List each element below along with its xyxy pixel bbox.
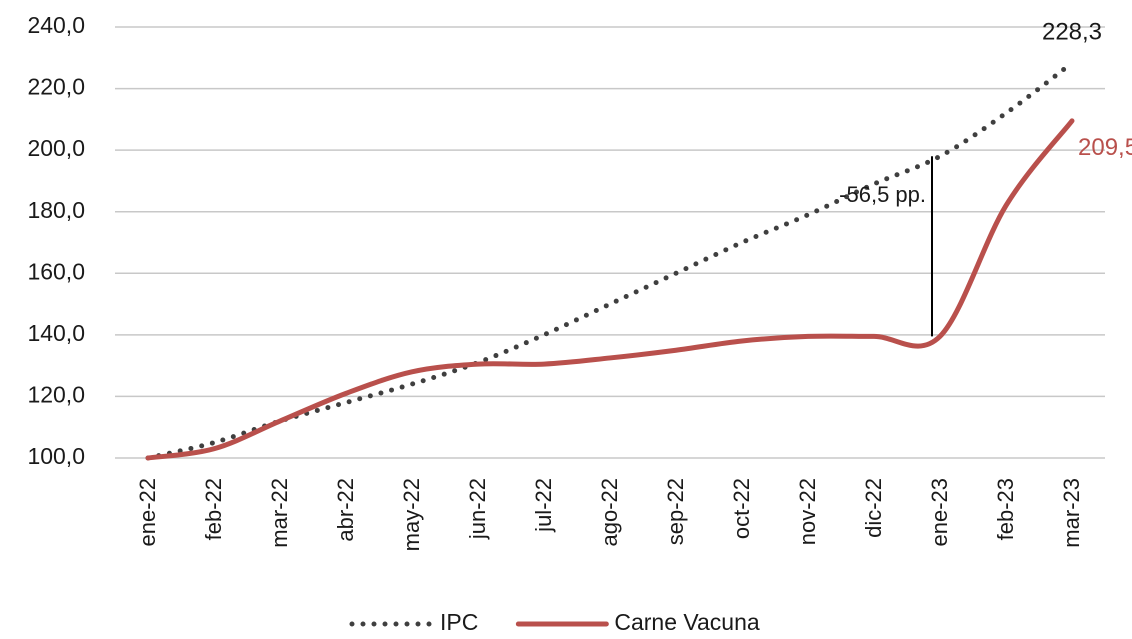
x-tick-label: nov-22 bbox=[795, 478, 820, 545]
x-tick-label: jun-22 bbox=[465, 478, 490, 540]
x-tick-label: feb-22 bbox=[201, 478, 226, 540]
y-tick-label: 120,0 bbox=[27, 382, 85, 408]
x-tick-label: jul-22 bbox=[531, 478, 556, 533]
y-tick-label: 220,0 bbox=[27, 74, 85, 100]
x-tick-label: abr-22 bbox=[333, 478, 358, 542]
legend-label: Carne Vacuna bbox=[614, 609, 760, 635]
legend-label: IPC bbox=[440, 609, 478, 635]
series-line bbox=[145, 60, 1075, 461]
x-tick-label: mar-22 bbox=[267, 478, 292, 548]
x-tick-label: oct-22 bbox=[729, 478, 754, 539]
x-tick-label: may-22 bbox=[399, 478, 424, 551]
value-label: 228,3 bbox=[1042, 18, 1102, 45]
x-tick-label: dic-22 bbox=[861, 478, 886, 538]
x-tick-label: sep-22 bbox=[663, 478, 688, 545]
y-tick-label: 180,0 bbox=[27, 197, 85, 223]
x-tick-label: ago-22 bbox=[597, 478, 622, 547]
y-tick-label: 140,0 bbox=[27, 320, 85, 346]
x-tick-label: ene-22 bbox=[135, 478, 160, 547]
y-tick-label: 240,0 bbox=[27, 12, 85, 38]
y-tick-label: 160,0 bbox=[27, 258, 85, 284]
annotation: -56,5 pp. bbox=[839, 182, 926, 207]
x-tick-label: ene-23 bbox=[927, 478, 952, 547]
series-line bbox=[145, 118, 1075, 461]
y-tick-label: 200,0 bbox=[27, 135, 85, 161]
y-tick-label: 100,0 bbox=[27, 443, 85, 469]
value-label: 209,5 bbox=[1078, 134, 1132, 161]
x-tick-label: feb-23 bbox=[993, 478, 1018, 540]
x-tick-label: mar-23 bbox=[1059, 478, 1084, 548]
